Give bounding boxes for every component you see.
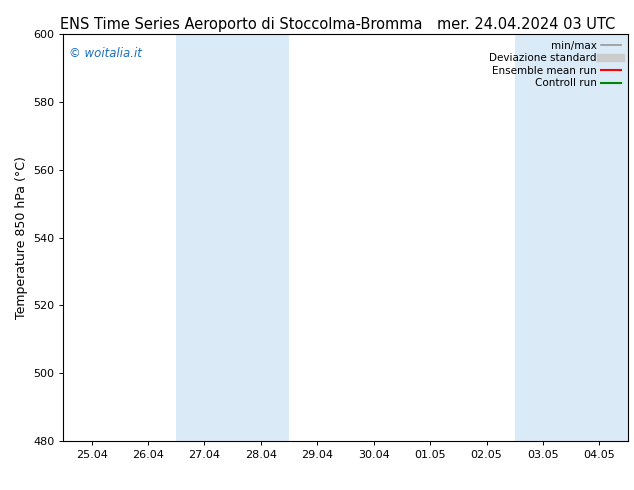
- Bar: [176, 34, 289, 441]
- Legend: min/max, Deviazione standard, Ensemble mean run, Controll run: min/max, Deviazione standard, Ensemble m…: [485, 36, 626, 93]
- Text: © woitalia.it: © woitalia.it: [69, 47, 142, 59]
- Text: mer. 24.04.2024 03 UTC: mer. 24.04.2024 03 UTC: [437, 17, 615, 32]
- Text: ENS Time Series Aeroporto di Stoccolma-Bromma: ENS Time Series Aeroporto di Stoccolma-B…: [60, 17, 422, 32]
- Title: ENS Time Series Aeroporto di Stoccolma-Bromma     mer. 24.04.2024 03 UTC: ENS Time Series Aeroporto di Stoccolma-B…: [0, 489, 1, 490]
- Bar: [515, 34, 628, 441]
- Y-axis label: Temperature 850 hPa (°C): Temperature 850 hPa (°C): [15, 156, 27, 319]
